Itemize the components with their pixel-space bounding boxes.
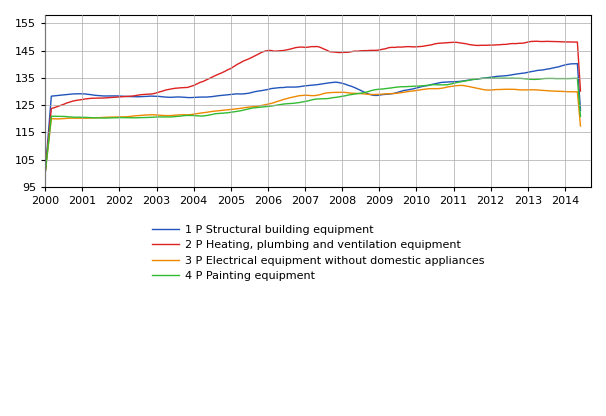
4 P Painting equipment	[48, 114, 55, 119]
Legend: 1 P Structural building equipment, 2 P Heating, plumbing and ventilation equipme: 1 P Structural building equipment, 2 P H…	[147, 220, 489, 286]
1 P Structural building equipment	[42, 171, 49, 176]
2 P Heating, plumbing and ventilation equipment	[533, 39, 541, 44]
1 P Structural building equipment	[48, 94, 55, 99]
3 P Electrical equipment without domestic appliances	[577, 124, 584, 129]
4 P Painting equipment	[487, 76, 494, 81]
4 P Painting equipment	[42, 171, 49, 176]
3 P Electrical equipment without domestic appliances	[97, 115, 104, 120]
1 P Structural building equipment	[97, 93, 104, 98]
1 P Structural building equipment	[63, 92, 70, 97]
4 P Painting equipment	[97, 116, 104, 121]
3 P Electrical equipment without domestic appliances	[42, 171, 49, 176]
Line: 3 P Electrical equipment without domestic appliances: 3 P Electrical equipment without domesti…	[45, 85, 581, 173]
2 P Heating, plumbing and ventilation equipment	[438, 41, 445, 46]
1 P Structural building equipment	[574, 61, 581, 66]
Line: 1 P Structural building equipment: 1 P Structural building equipment	[45, 64, 581, 173]
Line: 4 P Painting equipment: 4 P Painting equipment	[45, 78, 581, 173]
2 P Heating, plumbing and ventilation equipment	[63, 101, 70, 106]
3 P Electrical equipment without domestic appliances	[459, 83, 467, 88]
1 P Structural building equipment	[329, 80, 336, 85]
3 P Electrical equipment without domestic appliances	[329, 90, 336, 95]
4 P Painting equipment	[329, 95, 336, 100]
1 P Structural building equipment	[395, 90, 402, 95]
2 P Heating, plumbing and ventilation equipment	[395, 45, 402, 50]
3 P Electrical equipment without domestic appliances	[438, 86, 445, 91]
2 P Heating, plumbing and ventilation equipment	[329, 50, 336, 54]
3 P Electrical equipment without domestic appliances	[395, 91, 402, 96]
2 P Heating, plumbing and ventilation equipment	[97, 96, 104, 101]
2 P Heating, plumbing and ventilation equipment	[42, 171, 49, 176]
2 P Heating, plumbing and ventilation equipment	[577, 89, 584, 94]
1 P Structural building equipment	[438, 80, 445, 85]
4 P Painting equipment	[395, 84, 402, 89]
4 P Painting equipment	[577, 114, 584, 119]
4 P Painting equipment	[63, 114, 70, 119]
1 P Structural building equipment	[577, 108, 584, 113]
3 P Electrical equipment without domestic appliances	[48, 116, 55, 121]
3 P Electrical equipment without domestic appliances	[63, 116, 70, 121]
4 P Painting equipment	[438, 82, 445, 87]
2 P Heating, plumbing and ventilation equipment	[48, 106, 55, 111]
Line: 2 P Heating, plumbing and ventilation equipment: 2 P Heating, plumbing and ventilation eq…	[45, 41, 581, 173]
